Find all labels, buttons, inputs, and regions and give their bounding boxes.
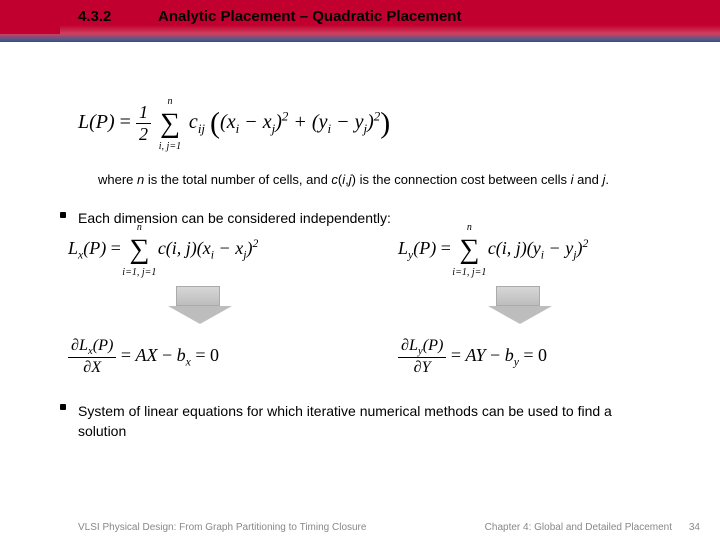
footer-left: VLSI Physical Design: From Graph Partiti… <box>78 522 366 533</box>
header-bar: 4.3.2 Analytic Placement – Quadratic Pla… <box>0 0 720 42</box>
formula-lx: Lx(P) = ∑ n i=1, j=1 c(i, j)(xi − xj)2 <box>68 234 258 266</box>
arrow-down-icon <box>488 286 548 324</box>
bullet-1-text: Each dimension can be considered indepen… <box>78 210 391 226</box>
sigma-icon: ∑ n i=1, j=1 <box>129 234 149 266</box>
formula-dly: ∂Ly(P) ∂Y = AY − by = 0 <box>398 336 547 377</box>
bullet-icon <box>60 404 66 410</box>
fraction-partial-x: ∂Lx(P) ∂X <box>68 336 116 377</box>
fraction-partial-y: ∂Ly(P) ∂Y <box>398 336 446 377</box>
formula-lhs: L(P) <box>78 111 115 133</box>
bullet-2-text: System of linear equations for which ite… <box>78 403 612 439</box>
header-accent-block <box>0 0 60 34</box>
sigma-icon: ∑ n i=1, j=1 <box>459 234 479 266</box>
section-title: Analytic Placement – Quadratic Placement <box>158 8 461 25</box>
bullet-icon <box>60 212 66 218</box>
formula-ly: Ly(P) = ∑ n i=1, j=1 c(i, j)(yi − yj)2 <box>398 234 588 266</box>
arrow-down-icon <box>168 286 228 324</box>
formula-dlx: ∂Lx(P) ∂X = AX − bx = 0 <box>68 336 219 377</box>
footer-right: Chapter 4: Global and Detailed Placement <box>485 522 672 533</box>
slide: 4.3.2 Analytic Placement – Quadratic Pla… <box>0 0 720 540</box>
sigma-icon: ∑ n i, j=1 <box>160 108 180 140</box>
section-number: 4.3.2 <box>78 8 111 25</box>
formula-main: L(P) = 1 2 ∑ n i, j=1 cij ((xi − xj)2 + … <box>78 102 390 145</box>
fraction-half: 1 2 <box>136 102 151 145</box>
formula-note: where n is the total number of cells, an… <box>98 172 609 187</box>
page-number: 34 <box>689 522 700 533</box>
bullet-1: Each dimension can be considered indepen… <box>78 210 391 226</box>
bullet-2: System of linear equations for which ite… <box>78 402 658 441</box>
